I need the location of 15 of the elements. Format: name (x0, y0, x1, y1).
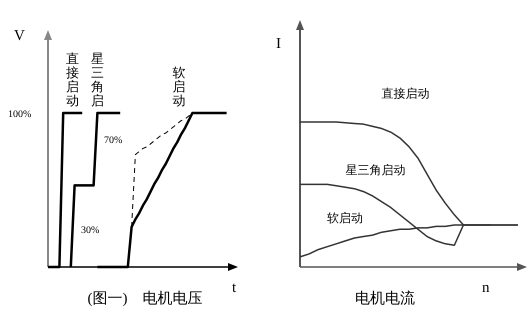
x-axis-title: n (482, 280, 490, 296)
x-axis-title: t (232, 280, 237, 296)
series-label: 星三角启动 (345, 163, 406, 178)
text: 100% (8, 109, 32, 120)
y-axis-title: V (14, 28, 25, 44)
series-label: 软启动 (327, 211, 364, 226)
text: 直接启动 (382, 86, 430, 100)
annotation: 70% (104, 135, 122, 146)
series-label: 直接启动 (66, 51, 80, 108)
series-label: 星三角启 (90, 51, 104, 108)
series-label: 软启动 (172, 65, 186, 108)
annotation: 30% (81, 225, 100, 236)
text: (图一) 电机电压 (88, 290, 202, 307)
y-axis-title: I (276, 36, 281, 52)
text: 电机电流 (355, 290, 415, 307)
